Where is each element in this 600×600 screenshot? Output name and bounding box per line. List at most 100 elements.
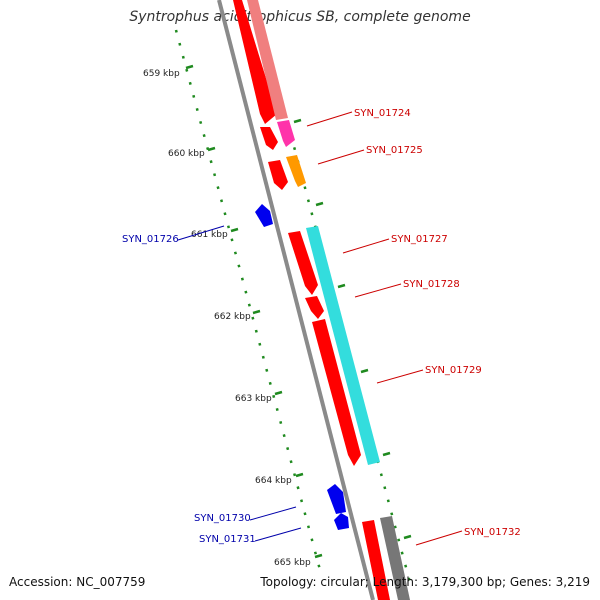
scale-major-tick [360,368,369,374]
scale-dot [244,290,248,294]
gene-labels: SYN_01724 SYN_01725 SYN_01726 SYN_01727 … [122,108,521,545]
scale-dot [202,134,206,138]
scale-label-659: 659 kbp [143,69,180,79]
gene-feature-01723-red[interactable] [233,0,277,124]
gene-feature-01723-pink[interactable] [247,0,288,120]
scale-major-tick [315,201,324,207]
scale-dot [310,538,314,542]
scale-label-661: 661 kbp [191,230,228,240]
gene-label-syn-01727[interactable]: SYN_01727 [391,234,448,245]
scale-dot [404,564,408,568]
gene-feature-01732-gray[interactable] [380,516,410,600]
scale-dot [268,381,272,385]
gene-label-syn-01730[interactable]: SYN_01730 [194,513,251,524]
scale-major-tick [382,451,391,457]
scale-dot [230,238,234,242]
scale-dot [317,564,321,568]
gene-feature-01724-magenta[interactable] [277,120,295,147]
scale-dot [254,329,258,333]
scale-dot [195,107,199,112]
scale-dot [223,212,227,216]
scale-label-660: 660 kbp [168,149,205,159]
scale-dot [174,29,178,33]
gene-feature-01728-red[interactable] [305,296,324,319]
gene-feature-01725-red[interactable] [268,160,288,190]
scale-dot [379,473,383,477]
scale-dot [178,42,182,46]
scale-dot [185,68,189,72]
scale-dot [303,186,307,190]
accession-text: Accession: NC_007759 [9,575,146,589]
scale-label-664: 664 kbp [255,476,292,486]
scale-major-tick [295,472,304,478]
scale-dot [258,342,262,346]
scale-major-tick [207,146,216,152]
gene-feature-01728-cyan[interactable] [306,226,380,465]
scale-major-tick [252,309,261,315]
scale-major-tick [185,64,194,70]
scale-dot [261,355,265,359]
scale-dot [272,394,276,398]
scale-dot [233,251,238,255]
gene-label-syn-01728[interactable]: SYN_01728 [403,279,460,290]
scale-dot [209,160,213,164]
gene-label-syn-01732[interactable]: SYN_01732 [464,527,521,538]
scale-dot [400,551,404,555]
scale-dot [188,81,192,85]
scale-dot [216,186,220,190]
scale-labels: 659 kbp 660 kbp 661 kbp 662 kbp 663 kbp … [143,69,311,568]
scale-dot [289,460,293,464]
scale-major-tick [314,553,323,559]
scale-dot [306,199,310,203]
scale-dot [296,486,300,490]
scale-dot [383,486,387,490]
scale-dot [300,499,304,503]
scale-dot [397,538,401,542]
gene-feature-01724-red[interactable] [260,127,278,150]
scale-dot [219,199,224,203]
gene-feature-01729-red[interactable] [312,319,361,466]
scale-major-tick [337,283,346,289]
gene-label-syn-01725[interactable]: SYN_01725 [366,145,423,156]
gene-feature-01730-blue[interactable] [327,484,346,514]
scale-dot [247,303,251,307]
gene-feature-01731-blue[interactable] [334,513,349,530]
gene-label-syn-01724[interactable]: SYN_01724 [354,108,411,119]
scale-dot [293,473,297,477]
scale-dot [213,173,217,177]
scale-dot [251,316,255,320]
scale-dot [310,212,314,216]
scale-major-tick [230,227,239,233]
scale-dot [282,434,286,438]
scale-dot [303,512,307,516]
scale-dot [237,264,241,268]
scale-dot [199,120,203,125]
scale-dot [313,551,317,555]
genome-backbone [217,0,375,600]
scale-dot [386,499,390,503]
scale-dot [275,407,279,412]
scale-label-662: 662 kbp [214,312,251,322]
scale-major-tick [403,534,412,540]
map-title: Syntrophus aciditrophicus SB, complete g… [129,9,471,25]
scale-dot [286,447,290,451]
gene-feature-01732-red[interactable] [362,520,390,600]
gene-label-leaders [177,111,463,546]
scale-dot [407,577,411,581]
gene-feature-01726-blue[interactable] [255,204,273,227]
scale-dot [306,525,311,529]
scale-dot [192,94,196,98]
gene-label-syn-01731[interactable]: SYN_01731 [199,534,256,545]
scale-major-tick [274,390,283,396]
scale-dot [240,277,244,281]
scale-label-663: 663 kbp [235,394,272,404]
gene-features [233,0,410,600]
gene-label-syn-01729[interactable]: SYN_01729 [425,365,482,376]
scale-dot [393,525,397,529]
gene-feature-01725-orange[interactable] [286,155,306,187]
scale-dot [293,147,297,151]
gene-label-syn-01726[interactable]: SYN_01726 [122,234,179,245]
gene-feature-01727-red[interactable] [288,231,318,295]
